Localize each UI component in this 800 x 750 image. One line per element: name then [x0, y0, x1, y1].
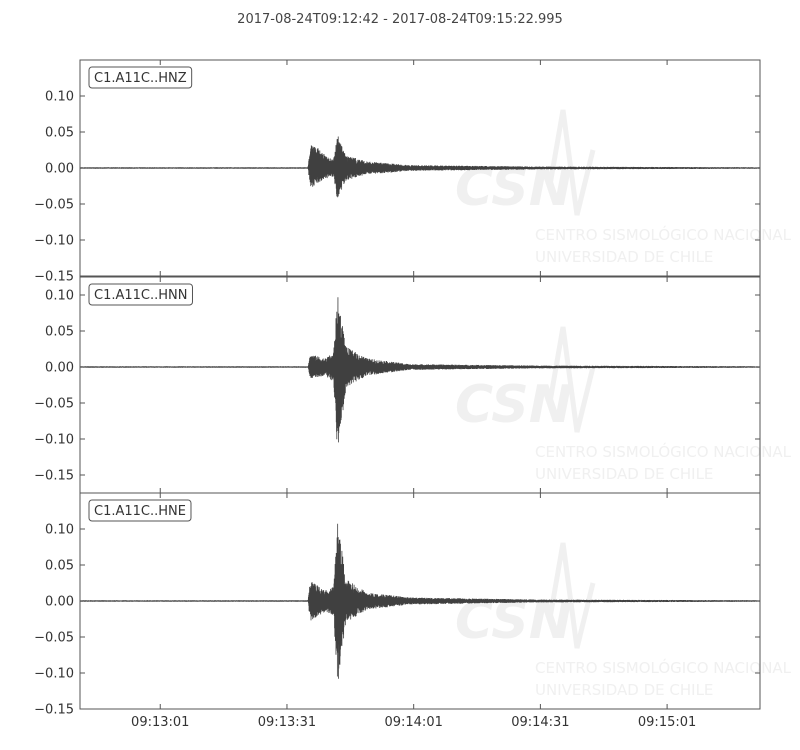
y-tick-label: 0.05: [45, 325, 74, 340]
y-tick-label: 0.00: [45, 361, 74, 376]
y-tick-label: 0.00: [45, 162, 74, 177]
watermark-line: UNIVERSIDAD DE CHILE: [535, 681, 713, 699]
watermark-line: CENTRO SISMOLÓGICO NACIONAL: [535, 658, 792, 677]
x-tick-label: 09:15:01: [638, 715, 696, 730]
channel-label: C1.A11C..HNE: [94, 504, 186, 519]
y-tick-label: −0.10: [34, 433, 74, 448]
x-tick-label: 09:13:01: [131, 715, 189, 730]
y-tick-label: −0.15: [34, 469, 74, 484]
watermark-line: UNIVERSIDAD DE CHILE: [535, 465, 713, 483]
y-tick-label: −0.15: [34, 703, 74, 718]
x-tick-label: 09:14:31: [511, 715, 569, 730]
channel-label-box: [88, 499, 192, 522]
trace-waveform: [79, 523, 761, 679]
watermark-line: UNIVERSIDAD DE CHILE: [535, 248, 713, 266]
x-tick-label: 09:13:31: [258, 715, 316, 730]
y-tick-label: 0.05: [45, 559, 74, 574]
watermark-wave-icon: [547, 109, 596, 216]
y-tick-label: −0.10: [34, 234, 74, 249]
y-tick-label: −0.05: [34, 397, 74, 412]
y-tick-label: 0.10: [45, 523, 74, 538]
channel-label: C1.A11C..HNN: [94, 288, 187, 303]
watermark-line: CENTRO SISMOLÓGICO NACIONAL: [535, 225, 792, 244]
y-tick-label: 0.00: [45, 595, 74, 610]
watermark-wave-icon: [547, 542, 596, 649]
trace-waveform: [79, 297, 761, 443]
y-tick-label: 0.10: [45, 90, 74, 105]
watermark-wave-icon: [547, 326, 596, 433]
y-tick-label: −0.15: [34, 270, 74, 285]
x-tick-label: 09:14:01: [384, 715, 442, 730]
trace-waveform: [79, 136, 761, 198]
watermark-line: CENTRO SISMOLÓGICO NACIONAL: [535, 442, 792, 461]
channel-label-box: [88, 66, 193, 89]
y-tick-label: −0.05: [34, 198, 74, 213]
y-tick-label: 0.10: [45, 289, 74, 304]
channel-label-box: [88, 283, 193, 306]
channel-label: C1.A11C..HNZ: [94, 71, 187, 86]
y-tick-label: −0.05: [34, 631, 74, 646]
y-tick-label: −0.10: [34, 667, 74, 682]
y-tick-label: 0.05: [45, 126, 74, 141]
chart-title: 2017-08-24T09:12:42 - 2017-08-24T09:15:2…: [237, 12, 563, 27]
